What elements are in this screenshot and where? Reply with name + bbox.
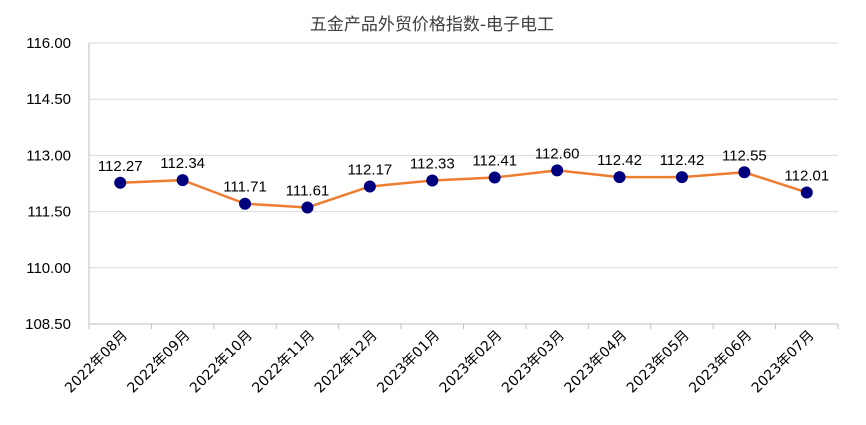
x-tick-label: 2022年11月 — [249, 328, 318, 397]
data-point — [551, 164, 564, 177]
data-point — [426, 174, 439, 187]
x-axis-ticks: 2022年08月2022年09月2022年10月2022年11月2022年12月… — [62, 328, 817, 397]
x-tick-label: 2023年04月 — [561, 328, 630, 397]
axes — [88, 43, 839, 329]
data-point — [114, 176, 127, 189]
x-tick-label: 2023年03月 — [499, 328, 568, 397]
x-tick-label: 2022年10月 — [187, 328, 256, 397]
data-point — [675, 171, 688, 184]
data-labels: 112.27 112.34 111.71 111.61 112.17 112.33 112.… — [98, 145, 829, 199]
chart-title: 五金产品外贸价格指数-电子电工 — [310, 15, 554, 35]
data-label: 112.33 — [410, 156, 455, 173]
y-tick-label: 116.00 — [26, 35, 71, 52]
data-label: 112.34 — [160, 155, 205, 172]
x-tick-label: 2023年02月 — [437, 328, 506, 397]
y-tick-label: 111.50 — [27, 204, 71, 221]
y-tick-label: 114.50 — [26, 91, 71, 108]
y-tick-label: 110.00 — [26, 260, 71, 277]
data-label: 112.17 — [347, 161, 392, 178]
data-label: 112.42 — [660, 152, 705, 169]
y-axis-ticks: 108.50 110.00 111.50 113.00 114.50 116.00 — [25, 35, 71, 333]
data-label: 112.41 — [472, 153, 517, 170]
data-label: 111.71 — [223, 179, 267, 196]
series-line — [120, 169, 808, 209]
y-tick-label: 108.50 — [25, 316, 71, 333]
data-point — [239, 197, 252, 210]
data-label: 112.60 — [535, 145, 580, 162]
series-layer — [114, 164, 813, 214]
x-tick-label: 2023年01月 — [374, 328, 443, 397]
gridlines — [89, 42, 838, 325]
x-tick-label: 2022年08月 — [62, 328, 131, 397]
data-label: 111.61 — [286, 182, 330, 199]
data-point — [363, 180, 376, 193]
data-label: 112.01 — [784, 167, 829, 184]
data-label: 112.42 — [597, 152, 642, 169]
y-tick-label: 113.00 — [26, 147, 71, 164]
data-point — [738, 166, 751, 179]
data-point — [488, 171, 501, 184]
data-label: 112.55 — [722, 147, 767, 164]
data-point — [613, 171, 626, 184]
x-tick-label: 2023年06月 — [686, 328, 755, 397]
x-tick-label: 2022年09月 — [125, 328, 194, 397]
x-tick-label: 2023年05月 — [624, 328, 693, 397]
x-tick-label: 2022年12月 — [312, 328, 381, 397]
data-label: 112.27 — [98, 158, 143, 175]
data-point — [800, 186, 813, 199]
data-point — [176, 174, 189, 187]
x-tick-label: 2023年07月 — [749, 328, 818, 397]
data-point — [301, 201, 314, 214]
